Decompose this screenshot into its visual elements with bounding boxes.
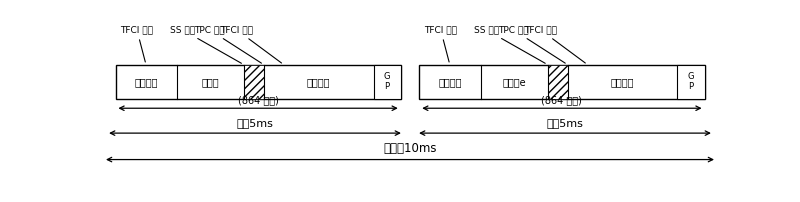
Text: TFCI 码字: TFCI 码字 (524, 25, 586, 63)
Text: (864 码片): (864 码片) (238, 95, 278, 105)
Text: TPC 符号: TPC 符号 (498, 25, 566, 63)
Text: (864 码片): (864 码片) (542, 95, 582, 105)
Bar (548, 65, 568, 99)
Text: G
P: G P (688, 73, 694, 91)
Text: 数据符号: 数据符号 (307, 77, 330, 87)
Bar (115, 65, 401, 99)
Bar (678, 65, 705, 99)
Text: 子帧5ms: 子帧5ms (546, 118, 583, 128)
Text: SS 符号: SS 符号 (170, 25, 242, 63)
Text: SS 符号: SS 符号 (474, 25, 546, 63)
Text: 数据部分: 数据部分 (610, 77, 634, 87)
Bar (419, 65, 705, 99)
Text: G
P: G P (384, 73, 390, 91)
Text: TPC 符号: TPC 符号 (194, 25, 262, 63)
Text: TFCI 码字: TFCI 码字 (120, 25, 154, 62)
Bar (374, 65, 401, 99)
Text: 无线帧10ms: 无线帧10ms (383, 142, 437, 155)
Bar (244, 65, 264, 99)
Text: 训练码: 训练码 (202, 77, 219, 87)
Text: TFCI 码字: TFCI 码字 (424, 25, 457, 62)
Text: 训练码e: 训练码e (502, 77, 526, 87)
Text: TFCI 码字: TFCI 码字 (220, 25, 282, 63)
Text: 数据符号: 数据符号 (134, 77, 158, 87)
Text: 数据符号: 数据符号 (438, 77, 462, 87)
Text: 子帧5ms: 子帧5ms (237, 118, 274, 128)
